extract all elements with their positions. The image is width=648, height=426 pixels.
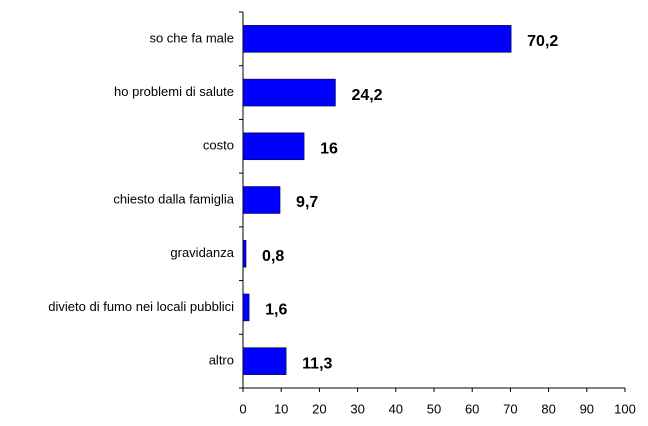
y-tick-label: so che fa male [149,30,234,45]
x-tick-label: 100 [614,401,636,416]
x-tick-label: 90 [580,401,594,416]
bar [242,239,247,268]
y-tick-label: gravidanza [170,245,234,260]
bar [242,132,305,161]
y-tick-label: ho problemi di salute [114,84,234,99]
x-tick-label: 60 [465,401,479,416]
x-tick-label: 80 [541,401,555,416]
bar [242,78,336,107]
y-tick-label: chiesto dalla famiglia [113,191,234,206]
x-tick-label: 70 [503,401,517,416]
y-tick-label: costo [203,138,234,153]
value-label: 24,2 [351,87,382,104]
y-tick-label: altro [209,353,234,368]
value-label: 16 [320,141,338,158]
bar [242,186,281,214]
bar [242,25,512,53]
x-tick-label: 0 [239,401,246,416]
bar [242,347,287,375]
value-label: 1,6 [265,302,287,319]
value-label: 0,8 [262,248,284,265]
x-tick-label: 50 [427,401,441,416]
x-tick-label: 10 [274,401,288,416]
x-tick-label: 30 [350,401,364,416]
bar [242,293,250,322]
value-label: 70,2 [527,33,558,50]
value-label: 9,7 [296,194,318,211]
value-label: 11,3 [302,355,332,372]
x-tick-label: 40 [389,401,403,416]
x-tick-label: 20 [312,401,326,416]
y-tick-label: divieto di fumo nei locali pubblici [48,299,234,314]
